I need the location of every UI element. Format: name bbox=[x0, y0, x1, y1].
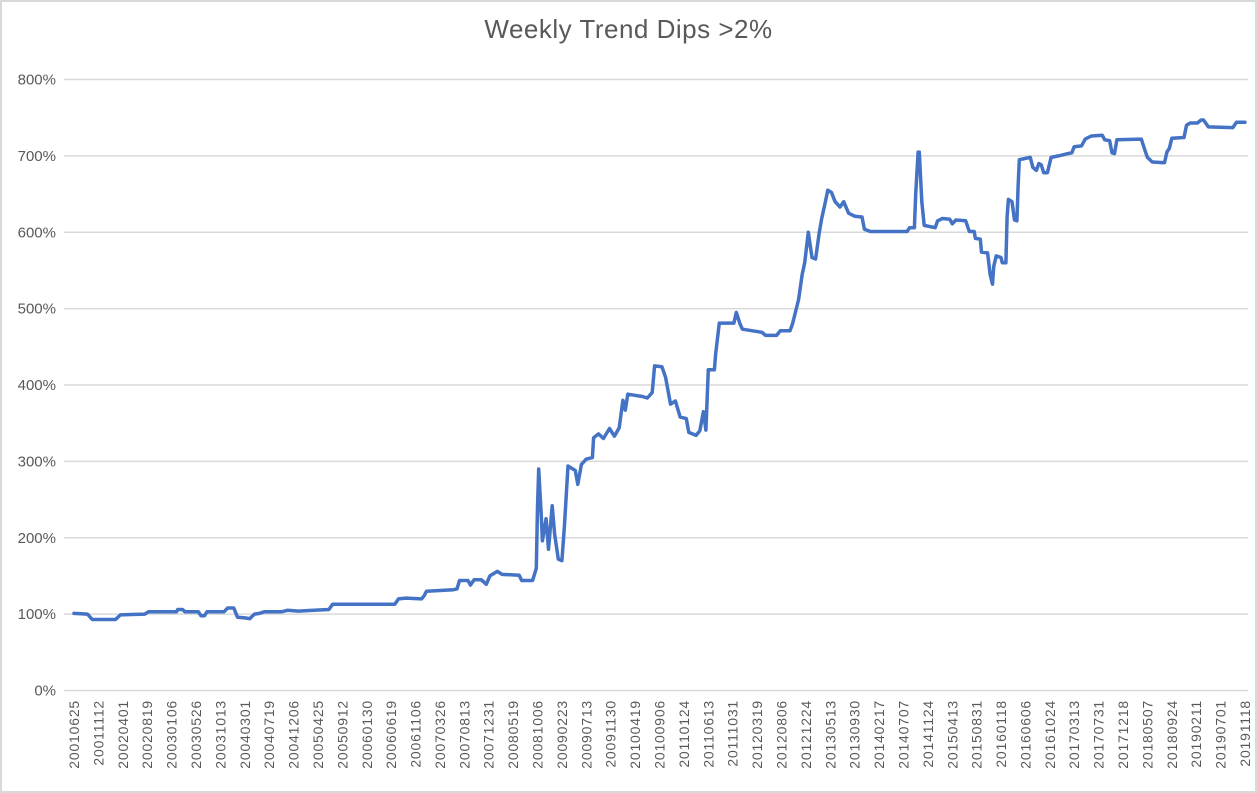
y-axis-tick-label: 600% bbox=[18, 224, 56, 241]
x-axis-tick-label: 20140217 bbox=[871, 700, 887, 769]
y-axis-tick-label: 200% bbox=[18, 530, 56, 547]
x-axis-tick-label: 20171218 bbox=[1115, 700, 1131, 769]
x-axis-tick-label: 20080519 bbox=[505, 700, 521, 769]
x-axis-tick-label: 20090223 bbox=[554, 700, 570, 769]
x-axis-tick-label: 20120319 bbox=[749, 700, 765, 769]
y-axis-tick-label: 0% bbox=[34, 683, 56, 700]
y-axis-tick-label: 100% bbox=[18, 606, 56, 623]
x-axis-tick-label: 20081006 bbox=[530, 700, 546, 769]
x-axis-tick-label: 20141124 bbox=[920, 700, 936, 768]
y-axis-tick-label: 300% bbox=[18, 453, 56, 470]
x-axis-tick-label: 20110124 bbox=[676, 700, 692, 768]
x-axis-tick-label: 20130513 bbox=[822, 700, 838, 769]
x-axis-tick-label: 20010625 bbox=[66, 700, 82, 769]
x-axis-tick-label: 20180924 bbox=[1164, 700, 1180, 769]
x-axis-tick-label: 20031013 bbox=[212, 700, 228, 769]
x-axis-tick-label: 20191118 bbox=[1237, 700, 1253, 767]
x-axis-tick-label: 20090713 bbox=[578, 700, 594, 769]
x-axis-tick-label: 20170731 bbox=[1091, 700, 1107, 769]
y-axis-tick-label: 700% bbox=[18, 148, 56, 165]
y-axis-tick-label: 400% bbox=[18, 377, 56, 394]
x-axis-tick-label: 20030106 bbox=[164, 700, 180, 769]
x-axis-tick-label: 20071231 bbox=[481, 700, 497, 769]
x-axis-tick-label: 20130930 bbox=[847, 700, 863, 769]
x-axis-tick-label: 20040719 bbox=[261, 700, 277, 769]
x-axis-tick-label: 20120806 bbox=[774, 700, 790, 769]
x-axis-tick-label: 20070326 bbox=[432, 700, 448, 769]
x-axis-tick-label: 20160606 bbox=[1017, 700, 1033, 769]
x-axis-tick-label: 20011112 bbox=[90, 700, 106, 766]
x-axis-tick-label: 20160118 bbox=[993, 700, 1009, 768]
x-axis-tick-label: 20100906 bbox=[652, 700, 668, 769]
gridlines bbox=[64, 78, 1248, 692]
x-axis-tick-label: 20060130 bbox=[359, 700, 375, 769]
y-axis-tick-label: 500% bbox=[18, 301, 56, 318]
x-axis-tick-label: 20100419 bbox=[627, 700, 643, 769]
y-axis-labels: 0% 100% 200% 300% 400% 500% 600% 700% 800% bbox=[18, 72, 56, 700]
x-axis-tick-label: 20121224 bbox=[798, 700, 814, 769]
x-axis-tick-label: 20180507 bbox=[1139, 700, 1155, 769]
x-axis-tick-label: 20140707 bbox=[896, 700, 912, 769]
x-axis-tick-label: 20150831 bbox=[969, 700, 985, 769]
x-axis-tick-label: 20050912 bbox=[334, 700, 350, 769]
trend-series-line bbox=[72, 118, 1247, 622]
x-axis-tick-label: 20061106 bbox=[408, 700, 424, 768]
x-axis-tick-label: 20150413 bbox=[944, 700, 960, 769]
x-axis-tick-label: 20060619 bbox=[383, 700, 399, 769]
x-axis-tick-label: 20020819 bbox=[139, 700, 155, 769]
x-axis-tick-label: 20161024 bbox=[1042, 700, 1058, 769]
x-axis-tick-label: 20041206 bbox=[286, 700, 302, 769]
x-axis-tick-label: 20170313 bbox=[1066, 700, 1082, 769]
x-axis-tick-label: 20070813 bbox=[456, 700, 472, 769]
x-axis-tick-label: 20110613 bbox=[700, 700, 716, 768]
x-axis-labels: 20010625 20011112 20020401 20020819 20030106… bbox=[66, 700, 1253, 769]
x-axis-tick-label: 20020401 bbox=[115, 700, 131, 769]
x-axis-tick-label: 20050425 bbox=[310, 700, 326, 769]
x-axis-tick-label: 20111031 bbox=[725, 700, 741, 767]
x-axis-tick-label: 20030526 bbox=[188, 700, 204, 769]
x-axis-tick-label: 20190701 bbox=[1213, 700, 1229, 769]
x-axis-tick-label: 20040301 bbox=[237, 700, 253, 769]
chart-title: Weekly Trend Dips >2% bbox=[484, 14, 773, 44]
x-axis-tick-label: 20091130 bbox=[603, 700, 619, 768]
y-axis-tick-label: 800% bbox=[18, 72, 56, 89]
x-axis-tick-label: 20190211 bbox=[1188, 700, 1204, 768]
